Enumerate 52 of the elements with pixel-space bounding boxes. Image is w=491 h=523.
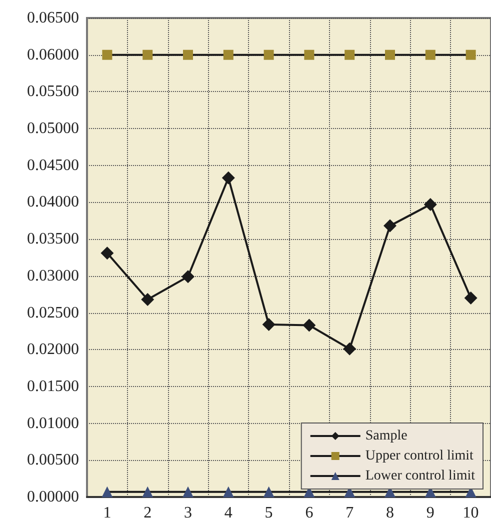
y-tick-label: 0.02000 bbox=[27, 341, 79, 358]
point bbox=[263, 486, 274, 498]
point bbox=[223, 50, 234, 60]
point bbox=[222, 171, 235, 184]
x-tick-label: 5 bbox=[264, 504, 273, 522]
x-tick-label: 8 bbox=[386, 504, 394, 522]
y-tick-label: 0.06000 bbox=[27, 46, 79, 64]
legend-label: Upper control limit bbox=[365, 448, 474, 464]
y-tick-label: 0.01000 bbox=[27, 414, 79, 432]
point bbox=[182, 270, 194, 284]
point bbox=[344, 50, 355, 60]
y-tick-label: 0.03000 bbox=[27, 267, 79, 284]
y-tick-label: 0.00000 bbox=[27, 488, 79, 506]
point bbox=[304, 50, 314, 60]
point bbox=[102, 486, 113, 498]
point bbox=[264, 50, 274, 60]
point bbox=[466, 50, 476, 60]
point bbox=[464, 292, 478, 305]
point bbox=[424, 198, 437, 211]
point bbox=[183, 50, 193, 60]
x-tick-label: 9 bbox=[426, 504, 434, 522]
y-tick-label: 0.05000 bbox=[27, 120, 79, 138]
y-tick-label: 0.06500 bbox=[27, 10, 79, 26]
x-tick-label: 10 bbox=[462, 504, 479, 522]
y-tick-label: 0.01500 bbox=[27, 378, 79, 395]
y-tick-label: 0.00500 bbox=[27, 452, 79, 469]
legend-label: Sample bbox=[365, 428, 408, 444]
x-tick-label: 1 bbox=[103, 504, 112, 522]
legend-label: Lower control limit bbox=[365, 468, 476, 484]
y-tick-label: 0.04500 bbox=[27, 156, 79, 174]
point bbox=[302, 318, 316, 332]
x-tick-label: 3 bbox=[184, 504, 192, 522]
x-tick-label: 6 bbox=[305, 504, 314, 522]
point bbox=[222, 486, 234, 498]
y-tick-label: 0.04000 bbox=[27, 194, 79, 211]
point bbox=[100, 246, 114, 260]
x-tick-label: 2 bbox=[144, 504, 152, 522]
point bbox=[343, 342, 356, 356]
point bbox=[262, 318, 276, 332]
y-tick-label: 0.03500 bbox=[27, 230, 79, 248]
y-tick-label: 0.05500 bbox=[27, 83, 79, 100]
point bbox=[102, 50, 112, 60]
point bbox=[142, 50, 153, 60]
point bbox=[385, 50, 395, 60]
x-tick-label: 4 bbox=[224, 504, 232, 522]
point bbox=[141, 293, 154, 306]
x-tick-label: 7 bbox=[346, 504, 354, 522]
point bbox=[142, 486, 154, 498]
point bbox=[425, 50, 436, 60]
point bbox=[384, 219, 396, 232]
y-tick-label: 0.02500 bbox=[27, 304, 79, 322]
point bbox=[182, 486, 194, 498]
